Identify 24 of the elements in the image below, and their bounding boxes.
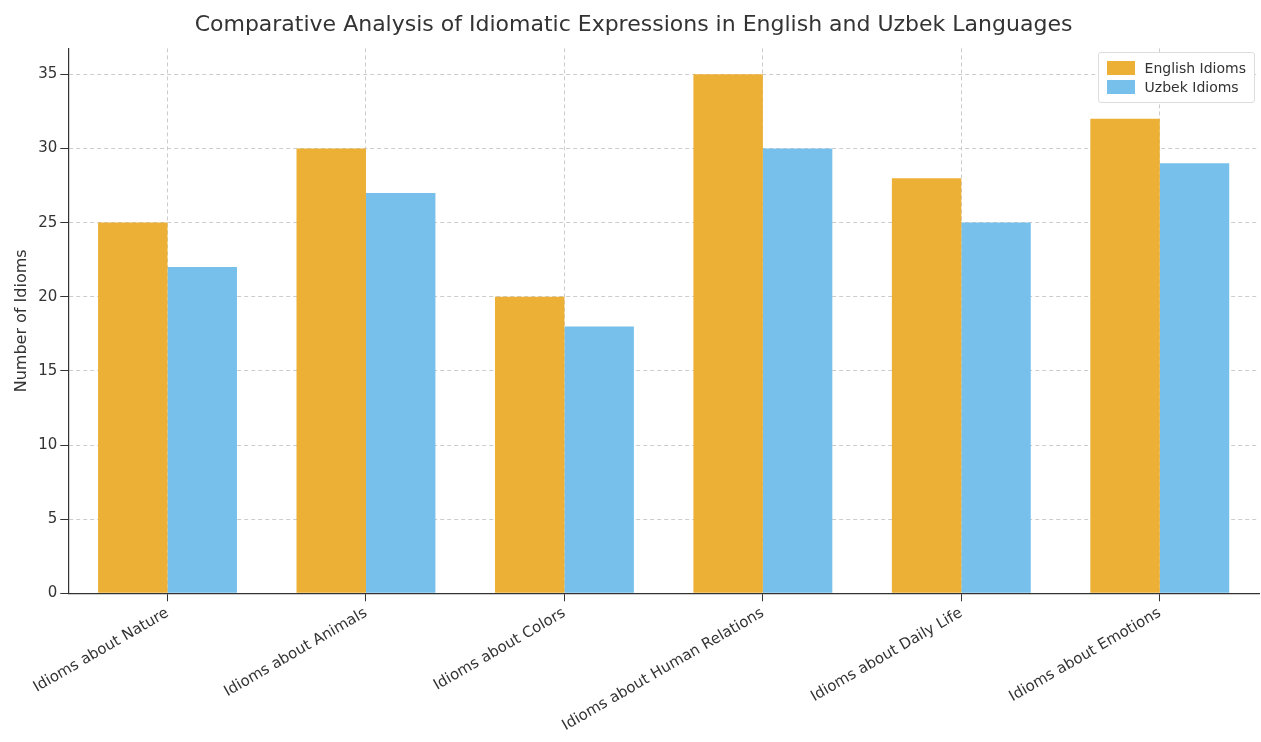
legend-label: English Idioms <box>1144 60 1246 77</box>
y-tick-label: 5 <box>47 509 58 528</box>
bar <box>494 296 565 593</box>
y-tick-label: 20 <box>38 286 58 305</box>
chart-title: Comparative Analysis of Idiomatic Expressions in English and Uzbek Languages <box>194 10 1073 36</box>
y-tick-label: 30 <box>38 138 58 157</box>
bar <box>693 74 763 593</box>
y-tick-label: 35 <box>38 64 58 83</box>
bar <box>296 148 366 593</box>
legend-label: Uzbek Idioms <box>1144 79 1239 96</box>
bar <box>167 267 237 593</box>
bar <box>98 222 168 593</box>
bar <box>961 222 1031 593</box>
y-tick-label: 25 <box>38 212 58 231</box>
bar <box>1159 163 1230 593</box>
y-tick-label: 10 <box>38 434 58 453</box>
y-tick-label: 15 <box>38 360 58 379</box>
bar <box>564 326 634 593</box>
y-tick-label: 0 <box>47 583 58 602</box>
bar <box>891 178 962 593</box>
bar <box>762 148 833 593</box>
bar <box>1090 118 1160 593</box>
bar <box>365 192 436 593</box>
y-axis-title: Number of Idioms <box>10 249 30 393</box>
